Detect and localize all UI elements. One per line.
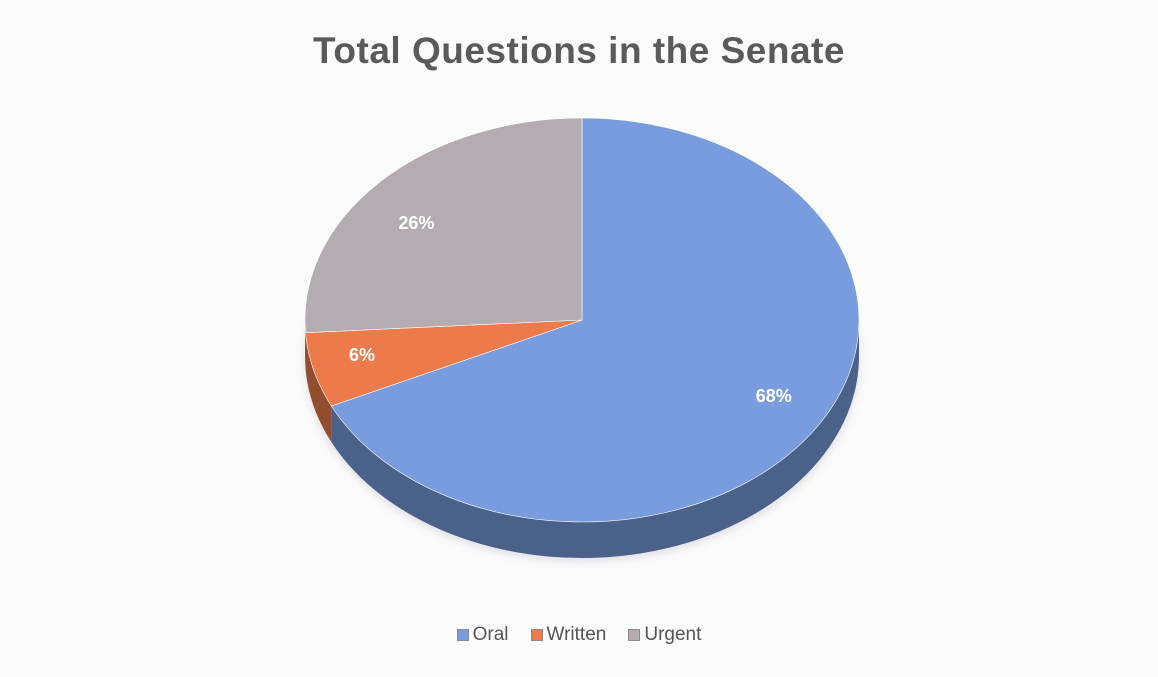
legend: Oral Written Urgent	[0, 624, 1158, 646]
pie-tops	[304, 117, 860, 523]
legend-label-written: Written	[546, 624, 607, 645]
data-label-written: 6%	[349, 345, 375, 365]
pie-slice-oral[interactable]	[330, 117, 860, 523]
legend-swatch-written	[530, 629, 543, 641]
legend-label-urgent: Urgent	[644, 624, 702, 645]
pie-slice-urgent[interactable]	[304, 117, 583, 333]
data-label-oral: 68%	[756, 386, 792, 406]
pie-side-written	[305, 332, 332, 443]
data-label-urgent: 26%	[398, 213, 434, 233]
pie-side-oral	[331, 320, 859, 558]
legend-item-written[interactable]: Written	[530, 624, 607, 646]
chart-title: Total Questions in the Senate	[313, 30, 845, 71]
legend-label-oral: Oral	[472, 624, 509, 645]
legend-swatch-oral	[456, 629, 469, 641]
legend-swatch-urgent	[628, 629, 641, 641]
pie-labels: 68% 6% 26%	[349, 213, 792, 406]
legend-item-urgent[interactable]: Urgent	[628, 624, 701, 646]
legend-item-oral[interactable]: Oral	[456, 624, 509, 646]
